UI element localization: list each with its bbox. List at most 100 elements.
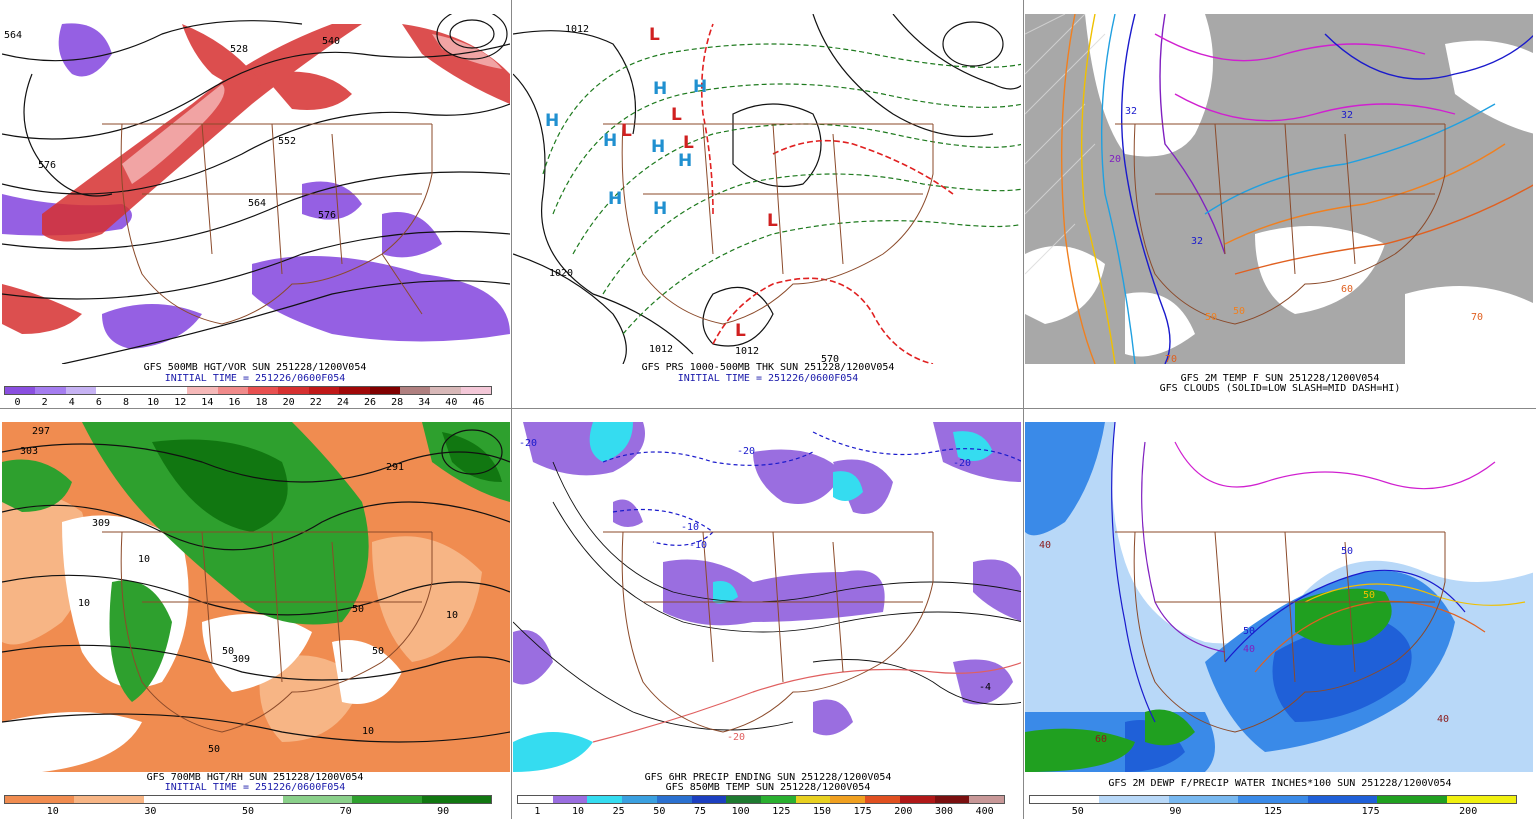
p5-colorbar-swatch: [969, 796, 1005, 803]
p1-colorbar-tick: 18: [255, 397, 268, 408]
panel-6hr-precip-850mb: -10 -10 -20 -20 -20 -4 -20 GFS 6HR PRECI…: [513, 410, 1023, 818]
p5-colorbar-tick: 10: [571, 806, 585, 817]
low-symbol: L: [735, 321, 746, 341]
p6-colorbar-swatch: [1238, 796, 1308, 803]
p5-colorbar-swatch: [656, 796, 692, 803]
p5-colorbar-tick: 50: [653, 806, 666, 817]
p4-label-4: 10: [138, 554, 150, 565]
p1-colorbar-tick: 12: [174, 397, 187, 408]
p1-colorbar-tick: 10: [147, 397, 160, 408]
p6-colorbar-tick: 200: [1459, 806, 1478, 817]
p6-label-0: 40: [1039, 540, 1051, 551]
p6-colorbar-swatch: [1377, 796, 1447, 803]
p5-label-4: -20: [737, 446, 755, 457]
p5-colorbar-tick: 150: [812, 806, 832, 817]
p5-caption-1: GFS 6HR PRECIP ENDING SUN 251228/1200V05…: [644, 772, 892, 783]
p1-colorbar-swatch: [308, 387, 340, 394]
p1-colorbar-tick: 46: [472, 397, 485, 408]
p5-colorbar-ticks: 1 10 25 50 75 100 125 150 175 200 300 400: [517, 806, 1005, 818]
p3-label-0: 32: [1125, 106, 1137, 117]
p5-colorbar-tick: 300: [934, 806, 954, 817]
p4-colorbar-tick: 30: [144, 806, 157, 817]
p3-label-7: 50: [1233, 306, 1245, 317]
map-6hr-precip: -10 -10 -20 -20 -20 -4 -20: [513, 422, 1021, 772]
p1-colorbar-swatch: [278, 387, 309, 394]
p1-colorbar-tick: 0: [14, 397, 21, 408]
p6-colorbar-swatch: [1030, 796, 1100, 803]
p5-colorbar-swatch: [795, 796, 831, 803]
p4-label-8: 309: [232, 654, 250, 665]
p1-colorbar-swatch: [126, 387, 157, 394]
p6-colorbar-tick: 90: [1169, 806, 1182, 817]
p6-colorbar-ticks: 50 90 125 175 200: [1029, 806, 1517, 818]
p4-colorbar-ticks: 10 30 50 70 90: [4, 806, 492, 818]
p1-colorbar-tick: 4: [68, 397, 75, 408]
p5-colorbar-swatch: [830, 796, 866, 803]
high-symbol: H: [678, 151, 692, 171]
p1-colorbar-tick: 16: [228, 397, 241, 408]
p6-colorbar-swatch: [1307, 796, 1378, 803]
map-precip-water: 40 40 50 50 50 60 40: [1025, 422, 1533, 772]
p4-label-3: 309: [92, 518, 110, 529]
p1-colorbar-swatch: [399, 387, 431, 394]
panel-500mb-hgt-vor: 564 528 540 576 552 564 576 GFS 500MB HG…: [0, 0, 510, 408]
p4-label-5: 10: [78, 598, 90, 609]
p1-colorbar-swatch: [430, 387, 461, 394]
panel-2m-temp-clouds: 32 32 32 20 50 70 60 50 70 GFS 2M TEMP F…: [1025, 0, 1535, 408]
p1-colorbar-swatch: [156, 387, 188, 394]
p2-label-3: 1012: [649, 344, 673, 355]
p1-colorbar-tick: 28: [391, 397, 404, 408]
low-symbol: L: [683, 133, 694, 153]
p3-label-5: 70: [1165, 354, 1177, 364]
vertical-divider-2: [1023, 0, 1024, 819]
p1-colorbar-swatch: [96, 387, 127, 394]
p4-label-2: 291: [386, 462, 404, 473]
p4-colorbar-tick: 10: [46, 806, 59, 817]
p3-label-6: 60: [1341, 284, 1353, 295]
p4-label-11: 10: [362, 726, 374, 737]
p5-colorbar-swatch: [865, 796, 900, 803]
p2-label-0: 1012: [565, 24, 589, 35]
p5-colorbar-tick: 25: [612, 806, 625, 817]
p4-colorbar-swatch: [5, 796, 75, 803]
p4-colorbar-swatch: [352, 796, 422, 803]
p1-colorbar-tick: 20: [282, 397, 295, 408]
map-700mb-rh: 297 303 291 309 10 10 50 50 309 50 10 10…: [2, 422, 510, 772]
low-symbol: L: [649, 25, 660, 45]
p4-colorbar-swatch: [213, 796, 283, 803]
p1-caption-2: INITIAL TIME = 251226/0600F054: [164, 373, 346, 384]
panel-pressure-thickness: H H H H H H H H L L L L L L 1012 1020 10…: [513, 0, 1023, 408]
p5-colorbar-tick: 75: [693, 806, 707, 817]
p5-colorbar-tick: 1: [534, 806, 541, 817]
p1-colorbar: [4, 386, 492, 395]
p6-colorbar-tick: 125: [1263, 806, 1283, 817]
high-symbol: H: [651, 137, 665, 157]
p3-label-4: 50: [1205, 312, 1217, 323]
p3-label-1: 32: [1191, 236, 1203, 247]
p4-label-10: 10: [446, 610, 458, 621]
p6-caption-1: GFS 2M DEWP F/PRECIP WATER INCHES*100 SU…: [1108, 778, 1452, 789]
p2-caption-1: GFS PRS 1000-500MB THK SUN 251228/1200V0…: [641, 362, 895, 373]
p5-colorbar-swatch: [761, 796, 796, 803]
p4-label-7: 50: [222, 646, 234, 657]
p2-label-4: 570: [821, 354, 839, 364]
p1-colorbar-tick: 14: [201, 397, 214, 408]
p1-label-4: 552: [278, 136, 296, 147]
p3-caption-2: GFS CLOUDS (SOLID=LOW SLASH=MID DASH=HI): [1159, 383, 1401, 394]
p6-colorbar-tick: 50: [1071, 806, 1084, 817]
p5-colorbar-tick: 200: [894, 806, 913, 817]
p5-label-2: -20: [519, 438, 537, 449]
p6-colorbar-swatch: [1099, 796, 1169, 803]
p3-label-2: 32: [1341, 110, 1353, 121]
p4-caption-1: GFS 700MB HGT/RH SUN 251228/1200V054: [146, 772, 364, 783]
p6-label-1: 40: [1243, 644, 1255, 655]
p5-colorbar-tick: 175: [853, 806, 872, 817]
p1-label-6: 576: [318, 210, 336, 221]
p5-colorbar-swatch: [518, 796, 553, 803]
high-symbol: H: [653, 79, 667, 99]
p1-colorbar-swatch: [35, 387, 66, 394]
p1-label-2: 540: [322, 36, 340, 47]
p5-colorbar-swatch: [934, 796, 970, 803]
p1-colorbar-tick: 8: [122, 397, 130, 408]
p4-colorbar-swatch: [143, 796, 214, 803]
